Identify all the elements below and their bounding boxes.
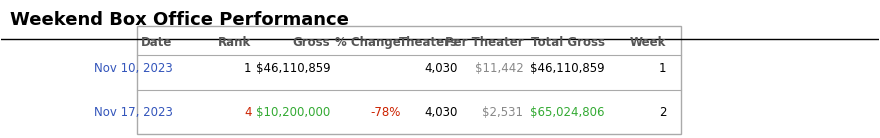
Text: Rank: Rank: [218, 36, 252, 49]
Text: Gross: Gross: [293, 36, 330, 49]
Text: Total Gross: Total Gross: [531, 36, 605, 49]
Text: -78%: -78%: [370, 106, 400, 119]
Text: % Change: % Change: [334, 36, 400, 49]
Text: 4: 4: [244, 106, 252, 119]
Text: 2: 2: [659, 106, 666, 119]
Text: Nov 17, 2023: Nov 17, 2023: [93, 106, 172, 119]
Text: 4,030: 4,030: [424, 106, 458, 119]
Text: 1: 1: [244, 63, 252, 75]
Text: $46,110,859: $46,110,859: [256, 63, 330, 75]
Text: $65,024,806: $65,024,806: [531, 106, 605, 119]
Text: $46,110,859: $46,110,859: [531, 63, 605, 75]
Text: $10,200,000: $10,200,000: [256, 106, 330, 119]
Text: Weekend Box Office Performance: Weekend Box Office Performance: [11, 11, 349, 29]
Text: Week: Week: [630, 36, 666, 49]
Text: Theaters: Theaters: [399, 36, 458, 49]
Text: $11,442: $11,442: [474, 63, 524, 75]
Text: $2,531: $2,531: [482, 106, 524, 119]
Text: 1: 1: [659, 63, 666, 75]
Text: Per Theater: Per Theater: [444, 36, 524, 49]
Text: 4,030: 4,030: [424, 63, 458, 75]
Text: Nov 10, 2023: Nov 10, 2023: [93, 63, 172, 75]
Bar: [137, 26, 681, 134]
Text: Date: Date: [141, 36, 172, 49]
